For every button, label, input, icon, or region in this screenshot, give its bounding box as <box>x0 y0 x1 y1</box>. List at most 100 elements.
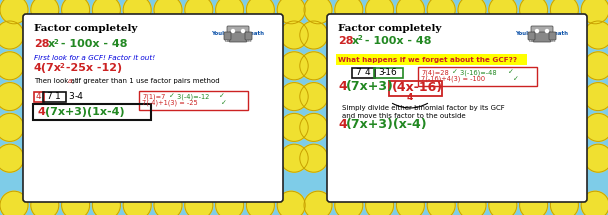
Text: 7(1)=7: 7(1)=7 <box>142 93 165 100</box>
Text: and move this factor to the outside: and move this factor to the outside <box>342 113 466 119</box>
Circle shape <box>427 191 455 215</box>
FancyBboxPatch shape <box>531 26 553 34</box>
Circle shape <box>280 52 308 80</box>
Circle shape <box>0 113 24 141</box>
Circle shape <box>246 191 274 215</box>
Circle shape <box>154 0 182 24</box>
Circle shape <box>584 52 608 80</box>
Text: ✓: ✓ <box>169 93 175 99</box>
Circle shape <box>0 144 24 172</box>
Circle shape <box>584 144 608 172</box>
Text: (7x+3): (7x+3) <box>346 80 394 93</box>
Text: What happens if we forget about the GCF??: What happens if we forget about the GCF?… <box>338 57 517 63</box>
Text: (4x-16): (4x-16) <box>392 81 443 94</box>
Text: 2: 2 <box>59 63 64 69</box>
Circle shape <box>300 144 328 172</box>
Circle shape <box>545 29 548 32</box>
Text: First look for a GCF! Factor it out!: First look for a GCF! Factor it out! <box>34 55 155 61</box>
Text: 3: 3 <box>68 92 74 101</box>
Text: 3: 3 <box>378 68 384 77</box>
Circle shape <box>123 191 151 215</box>
Text: 4: 4 <box>338 80 347 93</box>
FancyBboxPatch shape <box>327 14 587 202</box>
Text: 28: 28 <box>338 36 353 46</box>
FancyBboxPatch shape <box>224 32 231 40</box>
Text: 2: 2 <box>54 38 59 45</box>
Circle shape <box>304 191 332 215</box>
Circle shape <box>123 0 151 24</box>
FancyBboxPatch shape <box>336 54 527 64</box>
Circle shape <box>185 0 213 24</box>
FancyBboxPatch shape <box>229 32 247 42</box>
Text: 4: 4 <box>407 93 413 102</box>
Text: 3(-4)=-12: 3(-4)=-12 <box>175 93 209 100</box>
Text: 7(-4)+1(3) = -25: 7(-4)+1(3) = -25 <box>142 100 200 106</box>
Text: ✓: ✓ <box>219 93 225 99</box>
Circle shape <box>584 21 608 49</box>
Circle shape <box>185 191 213 215</box>
Circle shape <box>241 29 244 32</box>
Text: 1: 1 <box>55 92 61 101</box>
Circle shape <box>304 0 332 24</box>
Text: 28: 28 <box>34 39 49 49</box>
Circle shape <box>335 191 363 215</box>
Circle shape <box>280 144 308 172</box>
Circle shape <box>584 113 608 141</box>
Circle shape <box>0 83 24 111</box>
Circle shape <box>0 0 28 24</box>
Circle shape <box>61 0 89 24</box>
Text: ✓: ✓ <box>452 69 458 75</box>
Text: Then look at: Then look at <box>34 78 80 84</box>
Circle shape <box>154 191 182 215</box>
Text: (7x+3)(1x-4): (7x+3)(1x-4) <box>45 107 125 117</box>
Text: 3(-16)=-48: 3(-16)=-48 <box>458 69 497 75</box>
Text: Youlearningmath: Youlearningmath <box>516 31 568 36</box>
Text: - 100x - 48: - 100x - 48 <box>361 36 432 46</box>
Circle shape <box>520 0 548 24</box>
Circle shape <box>427 0 455 24</box>
Circle shape <box>280 113 308 141</box>
Circle shape <box>61 191 89 215</box>
Text: 4: 4 <box>338 118 347 131</box>
Text: - 100x - 48: - 100x - 48 <box>57 39 128 49</box>
Circle shape <box>489 0 517 24</box>
Circle shape <box>277 0 305 24</box>
Text: Youlearningmath: Youlearningmath <box>212 31 264 36</box>
Circle shape <box>581 0 608 24</box>
Text: 7: 7 <box>46 92 52 101</box>
Circle shape <box>31 191 59 215</box>
Text: 4: 4 <box>35 92 41 101</box>
Circle shape <box>581 191 608 215</box>
Circle shape <box>458 191 486 215</box>
Circle shape <box>216 0 244 24</box>
Circle shape <box>489 191 517 215</box>
Text: , if greater than 1 use factor pairs method: , if greater than 1 use factor pairs met… <box>72 78 219 84</box>
Text: a: a <box>68 78 72 84</box>
Text: x: x <box>48 39 55 49</box>
Circle shape <box>300 113 328 141</box>
Circle shape <box>280 21 308 49</box>
Circle shape <box>335 0 363 24</box>
Text: -16: -16 <box>382 68 398 77</box>
Text: ✓: ✓ <box>221 100 227 106</box>
Text: Boomcards: Boomcards <box>224 38 252 43</box>
Circle shape <box>300 52 328 80</box>
FancyBboxPatch shape <box>245 32 252 40</box>
FancyBboxPatch shape <box>533 32 551 42</box>
Circle shape <box>458 0 486 24</box>
Circle shape <box>277 191 305 215</box>
Circle shape <box>0 52 24 80</box>
Text: x: x <box>352 36 359 46</box>
Text: Factor completely: Factor completely <box>338 24 441 33</box>
Circle shape <box>365 0 393 24</box>
Circle shape <box>246 0 274 24</box>
Circle shape <box>300 21 328 49</box>
Circle shape <box>520 191 548 215</box>
Circle shape <box>216 191 244 215</box>
Text: 7(4)=28: 7(4)=28 <box>421 69 449 75</box>
Circle shape <box>550 191 578 215</box>
Circle shape <box>365 191 393 215</box>
Text: 7(-16)+4(3) = -100: 7(-16)+4(3) = -100 <box>421 76 487 83</box>
Text: ✓: ✓ <box>508 69 514 75</box>
Text: (7x+3)(x-4): (7x+3)(x-4) <box>346 118 427 131</box>
